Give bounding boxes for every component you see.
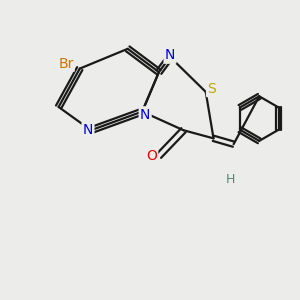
Text: H: H xyxy=(226,172,235,186)
Text: S: S xyxy=(207,82,216,96)
Text: N: N xyxy=(83,123,93,137)
Text: N: N xyxy=(165,49,175,62)
Text: Br: Br xyxy=(59,57,74,71)
Text: N: N xyxy=(140,108,150,122)
Text: O: O xyxy=(146,149,157,163)
